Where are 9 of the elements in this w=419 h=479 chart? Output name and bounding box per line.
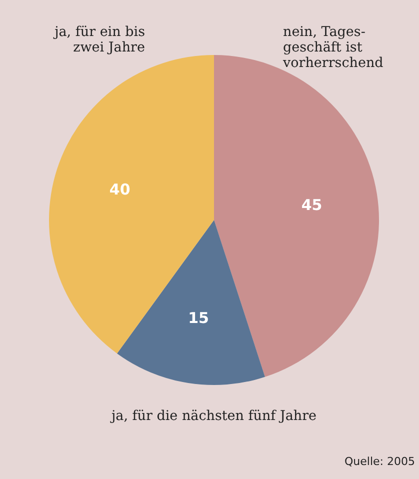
pie-slice bbox=[117, 220, 265, 385]
data-label: 45 bbox=[301, 196, 322, 214]
slice-label: ja, für die nächsten fünf Jahre bbox=[109, 408, 317, 424]
data-label: 40 bbox=[109, 180, 130, 199]
slice-label: nein, Tages- geschäft ist vorherrschend bbox=[282, 24, 384, 72]
source-note: Quelle: 2005 bbox=[344, 455, 415, 468]
pie-slice bbox=[49, 55, 214, 354]
slice-label: ja, für ein bis zwei Jahre bbox=[52, 24, 146, 56]
data-label: 15 bbox=[188, 309, 209, 328]
